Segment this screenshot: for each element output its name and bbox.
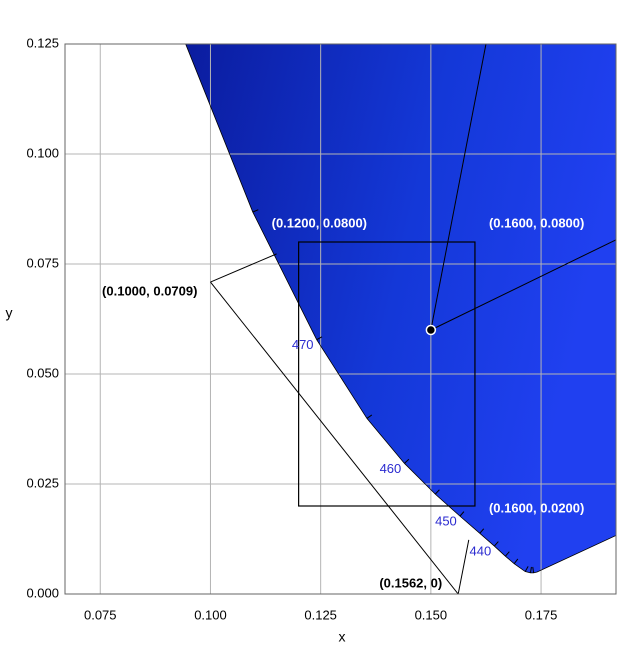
locus-tick xyxy=(532,566,535,573)
locus-tick xyxy=(434,489,440,495)
boundary-line xyxy=(430,44,487,331)
y-tick-label: 0.075 xyxy=(26,255,59,270)
coordinate-annotation: (0.1200, 0.0800) xyxy=(272,215,367,230)
wavelength-label: 460 xyxy=(380,461,402,476)
white-point xyxy=(425,324,437,336)
x-tick-label: 0.100 xyxy=(194,607,227,622)
selection-rectangle xyxy=(298,241,476,507)
spectral-locus xyxy=(185,44,616,574)
wavelength-label: 470 xyxy=(292,337,314,352)
x-tick-label: 0.175 xyxy=(525,607,558,622)
plot-area xyxy=(65,44,616,594)
y-tick-label: 0.025 xyxy=(26,475,59,490)
x-axis-label: x xyxy=(339,629,346,645)
boundary-line xyxy=(210,281,459,594)
locus-tick xyxy=(252,209,259,213)
locus-tick xyxy=(366,414,373,419)
x-tick-label: 0.125 xyxy=(304,607,337,622)
locus-tick xyxy=(316,336,323,341)
locus-tick xyxy=(493,541,499,547)
locus-tick xyxy=(459,511,465,517)
y-tick-label: 0.125 xyxy=(26,35,59,50)
coordinate-annotation: (0.1600, 0.0200) xyxy=(489,500,584,515)
x-tick-label: 0.075 xyxy=(84,607,117,622)
x-tick-label: 0.150 xyxy=(415,607,448,622)
gamut-region xyxy=(185,44,616,573)
coordinate-annotation: (0.1600, 0.0800) xyxy=(489,215,584,230)
boundary-line xyxy=(430,239,616,331)
locus-tick xyxy=(529,566,532,573)
wavelength-label: 450 xyxy=(435,514,457,529)
locus-tick xyxy=(404,458,410,464)
boundary-line xyxy=(457,539,470,594)
locus-tick xyxy=(513,558,519,564)
coordinate-annotation: (0.1000, 0.0709) xyxy=(102,283,197,298)
locus-tick xyxy=(479,528,485,534)
locus-tick xyxy=(524,566,529,572)
y-tick-label: 0.050 xyxy=(26,365,59,380)
y-axis-label: y xyxy=(6,305,13,321)
wavelength-label: 440 xyxy=(469,543,491,558)
y-tick-label: 0.100 xyxy=(26,145,59,160)
y-tick-label: 0.000 xyxy=(26,585,59,600)
plot-frame xyxy=(64,43,617,595)
boundary-line xyxy=(210,253,277,283)
locus-tick xyxy=(504,551,510,557)
coordinate-annotation: (0.1562, 0) xyxy=(379,575,442,590)
